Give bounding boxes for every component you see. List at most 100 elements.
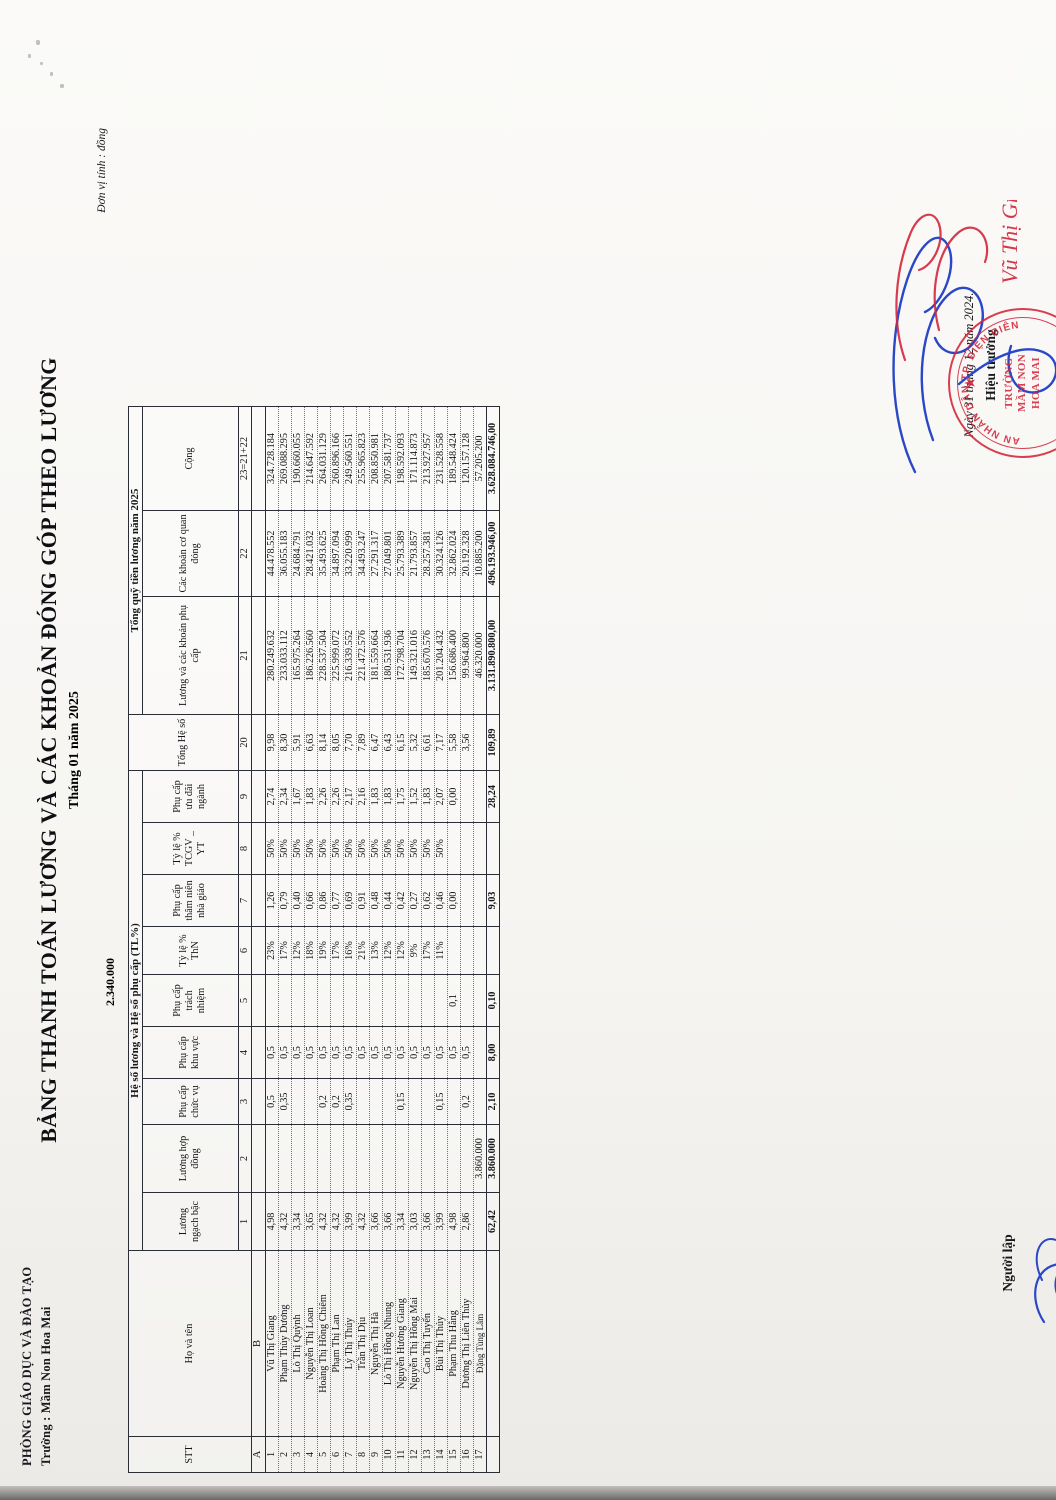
- scan-artifact: [50, 72, 53, 76]
- cell-c4: 0,5: [343, 1026, 357, 1079]
- cell-c2: [382, 1124, 396, 1193]
- preparer-handwritten-signature: [1034, 1238, 1056, 1324]
- cell-c6: 9%: [408, 926, 422, 975]
- cell-c22: 33.220.999: [343, 510, 357, 597]
- col-header-c4: Phụ cấp khu vực: [142, 1026, 239, 1079]
- cell-c4: 0,5: [421, 1026, 435, 1079]
- cell-name: Hoàng Thị Hồng Chiêm: [317, 1250, 331, 1437]
- col-letter-blank-c6: [251, 926, 266, 975]
- cell-c6: 17%: [421, 926, 435, 975]
- cell-c23: 208.850.981: [369, 406, 383, 511]
- cell-c4: 0,5: [265, 1026, 279, 1079]
- cell-c1: 4,98: [447, 1192, 461, 1251]
- col-header-c9: Phụ cấp ưu đãi ngành: [142, 770, 239, 823]
- cell-c20: 3,56: [460, 714, 474, 771]
- cell-stt: 14: [434, 1436, 448, 1473]
- cell-c9: 1,83: [304, 770, 318, 823]
- cell-c7: 0,40: [291, 874, 305, 927]
- cell-c22: 27.049.801: [382, 510, 396, 597]
- cell-c2: [460, 1124, 474, 1193]
- col-letter-blank-c7: [251, 874, 266, 927]
- cell-c4: 0,5: [408, 1026, 422, 1079]
- department-name: PHÒNG GIÁO DỤC VÀ ĐÀO TẠO: [20, 1266, 34, 1466]
- cell-c3: [408, 1078, 422, 1125]
- cell-c8: 50%: [421, 822, 435, 875]
- cell-c8: 50%: [356, 822, 370, 875]
- page-title: BẢNG THANH TOÁN LƯƠNG VÀ CÁC KHOẢN ĐÓNG …: [36, 357, 61, 1143]
- cell-c1: 4,32: [330, 1192, 344, 1251]
- cell-c2: [434, 1124, 448, 1193]
- cell-c5: [434, 974, 448, 1027]
- cell-c20: 9,98: [265, 714, 279, 771]
- cell-c20: 7,17: [434, 714, 448, 771]
- col-letter-blank-c5: [251, 974, 266, 1027]
- cell-name: Phạm Thu Hằng: [447, 1250, 461, 1437]
- cell-c1: 3,99: [343, 1192, 357, 1251]
- col-num-c8: 8: [238, 822, 252, 875]
- cell-c9: 1,83: [369, 770, 383, 823]
- cell-c9: 1,83: [382, 770, 396, 823]
- col-num-c5: 5: [238, 974, 252, 1027]
- cell-c23: 249.560.551: [343, 406, 357, 511]
- cell-c4: 0,5: [369, 1026, 383, 1079]
- totals-c3: 2,10: [486, 1078, 500, 1125]
- cell-c21: 186.226.560: [304, 596, 318, 715]
- table-row: 4 Nguyễn Thị Loan 3,65 0,5 18% 0,66 50% 1,83 6,6…: [304, 406, 318, 1473]
- table-head: STT Họ và tên Hệ số lương và Hệ số phụ c…: [128, 406, 266, 1473]
- cell-c2: [408, 1124, 422, 1193]
- cell-c21: 201.204.432: [434, 596, 448, 715]
- table-body: 1 Vũ Thị Giang 4,98 0,5 0,5 23% 1,26 50% 2,74 9,9…: [265, 406, 500, 1473]
- cell-c5: [343, 974, 357, 1027]
- cell-c1: 3,03: [408, 1192, 422, 1251]
- cell-c9: 1,52: [408, 770, 422, 823]
- cell-stt: 16: [460, 1436, 474, 1473]
- table-row: 10 Lò Thị Hồng Nhung 3,66 0,5 12% 0,44 50% 1,83…: [382, 406, 396, 1473]
- cell-c4: 0,5: [382, 1026, 396, 1079]
- col-num-c20: 20: [238, 714, 252, 771]
- cell-c9: 1,75: [395, 770, 409, 823]
- cell-c3: 0,15: [395, 1078, 409, 1125]
- cell-c23: 255.965.823: [356, 406, 370, 511]
- cell-c20: [473, 714, 487, 771]
- cell-c4: [473, 1026, 487, 1079]
- cell-c4: 0,5: [447, 1026, 461, 1079]
- cell-c7: [473, 874, 487, 927]
- cell-c8: 50%: [330, 822, 344, 875]
- cell-c1: 3,34: [291, 1192, 305, 1251]
- cell-c5: [408, 974, 422, 1027]
- cell-c22: 34.493.247: [356, 510, 370, 597]
- cell-c2: [343, 1124, 357, 1193]
- cell-c9: 2,07: [434, 770, 448, 823]
- cell-name: Nguyễn Hương Giang: [395, 1250, 409, 1437]
- scan-artifact: [60, 84, 64, 88]
- col-num-c3: 3: [238, 1078, 252, 1125]
- cell-c3: [291, 1078, 305, 1125]
- cell-c7: 0,44: [382, 874, 396, 927]
- cell-c4: 0,5: [356, 1026, 370, 1079]
- cell-c7: [460, 874, 474, 927]
- cell-c4: 0,5: [434, 1026, 448, 1079]
- cell-c23: 231.528.558: [434, 406, 448, 511]
- cell-c23: 213.927.957: [421, 406, 435, 511]
- col-header-c2: Lương hợp đồng: [142, 1124, 239, 1193]
- cell-c1: 4,32: [356, 1192, 370, 1251]
- preparer-label: Người lập: [1000, 1234, 1015, 1292]
- cell-c21: 149.321.016: [408, 596, 422, 715]
- cell-c6: 12%: [291, 926, 305, 975]
- table-row: 3 Lò Thị Quỳnh 3,34 0,5 12% 0,40 50% 1,67 5,91 16…: [291, 406, 305, 1473]
- cell-c22: 30.324.126: [434, 510, 448, 597]
- col-num-c21: 21: [238, 596, 252, 715]
- principal-signature-block: Ngày 31 tháng 12 năm 2024. Hiệu trưởng: [962, 215, 999, 515]
- cell-c21: 225.999.072: [330, 596, 344, 715]
- col-num-c6: 6: [238, 926, 252, 975]
- cell-c21: 228.537.504: [317, 596, 331, 715]
- totals-c9: 28,24: [486, 770, 500, 823]
- preparer-signature-block: Người lập: [1000, 1178, 1016, 1348]
- cell-c6: 18%: [304, 926, 318, 975]
- totals-c6: [486, 926, 500, 975]
- col-letter-blank-c1: [251, 1192, 266, 1251]
- totals-c22: 496.193.946,00: [486, 510, 500, 597]
- cell-c8: 50%: [291, 822, 305, 875]
- cell-c21: 156.686.400: [447, 596, 461, 715]
- cell-c22: 36.055.183: [278, 510, 292, 597]
